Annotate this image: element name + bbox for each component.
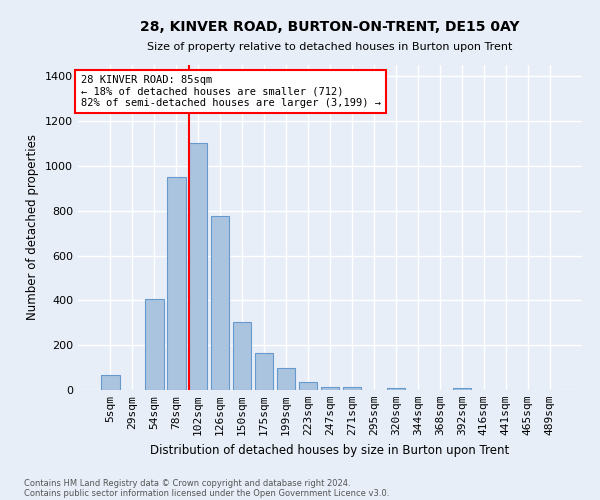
Bar: [452, 388, 471, 390]
Bar: [211, 216, 229, 390]
Bar: [189, 144, 208, 390]
Bar: [343, 386, 361, 390]
Bar: [386, 388, 405, 390]
Bar: [145, 299, 164, 390]
Y-axis label: Number of detached properties: Number of detached properties: [26, 134, 40, 320]
Text: Contains public sector information licensed under the Open Government Licence v3: Contains public sector information licen…: [24, 488, 389, 498]
Bar: [255, 353, 274, 390]
Text: Size of property relative to detached houses in Burton upon Trent: Size of property relative to detached ho…: [148, 42, 512, 52]
X-axis label: Distribution of detached houses by size in Burton upon Trent: Distribution of detached houses by size …: [151, 444, 509, 456]
Text: 28, KINVER ROAD, BURTON-ON-TRENT, DE15 0AY: 28, KINVER ROAD, BURTON-ON-TRENT, DE15 0…: [140, 20, 520, 34]
Bar: [277, 368, 295, 390]
Bar: [320, 386, 340, 390]
Bar: [233, 322, 251, 390]
Text: 28 KINVER ROAD: 85sqm
← 18% of detached houses are smaller (712)
82% of semi-det: 28 KINVER ROAD: 85sqm ← 18% of detached …: [80, 74, 380, 108]
Text: Contains HM Land Registry data © Crown copyright and database right 2024.: Contains HM Land Registry data © Crown c…: [24, 478, 350, 488]
Bar: [167, 177, 185, 390]
Bar: [299, 382, 317, 390]
Bar: [101, 376, 119, 390]
